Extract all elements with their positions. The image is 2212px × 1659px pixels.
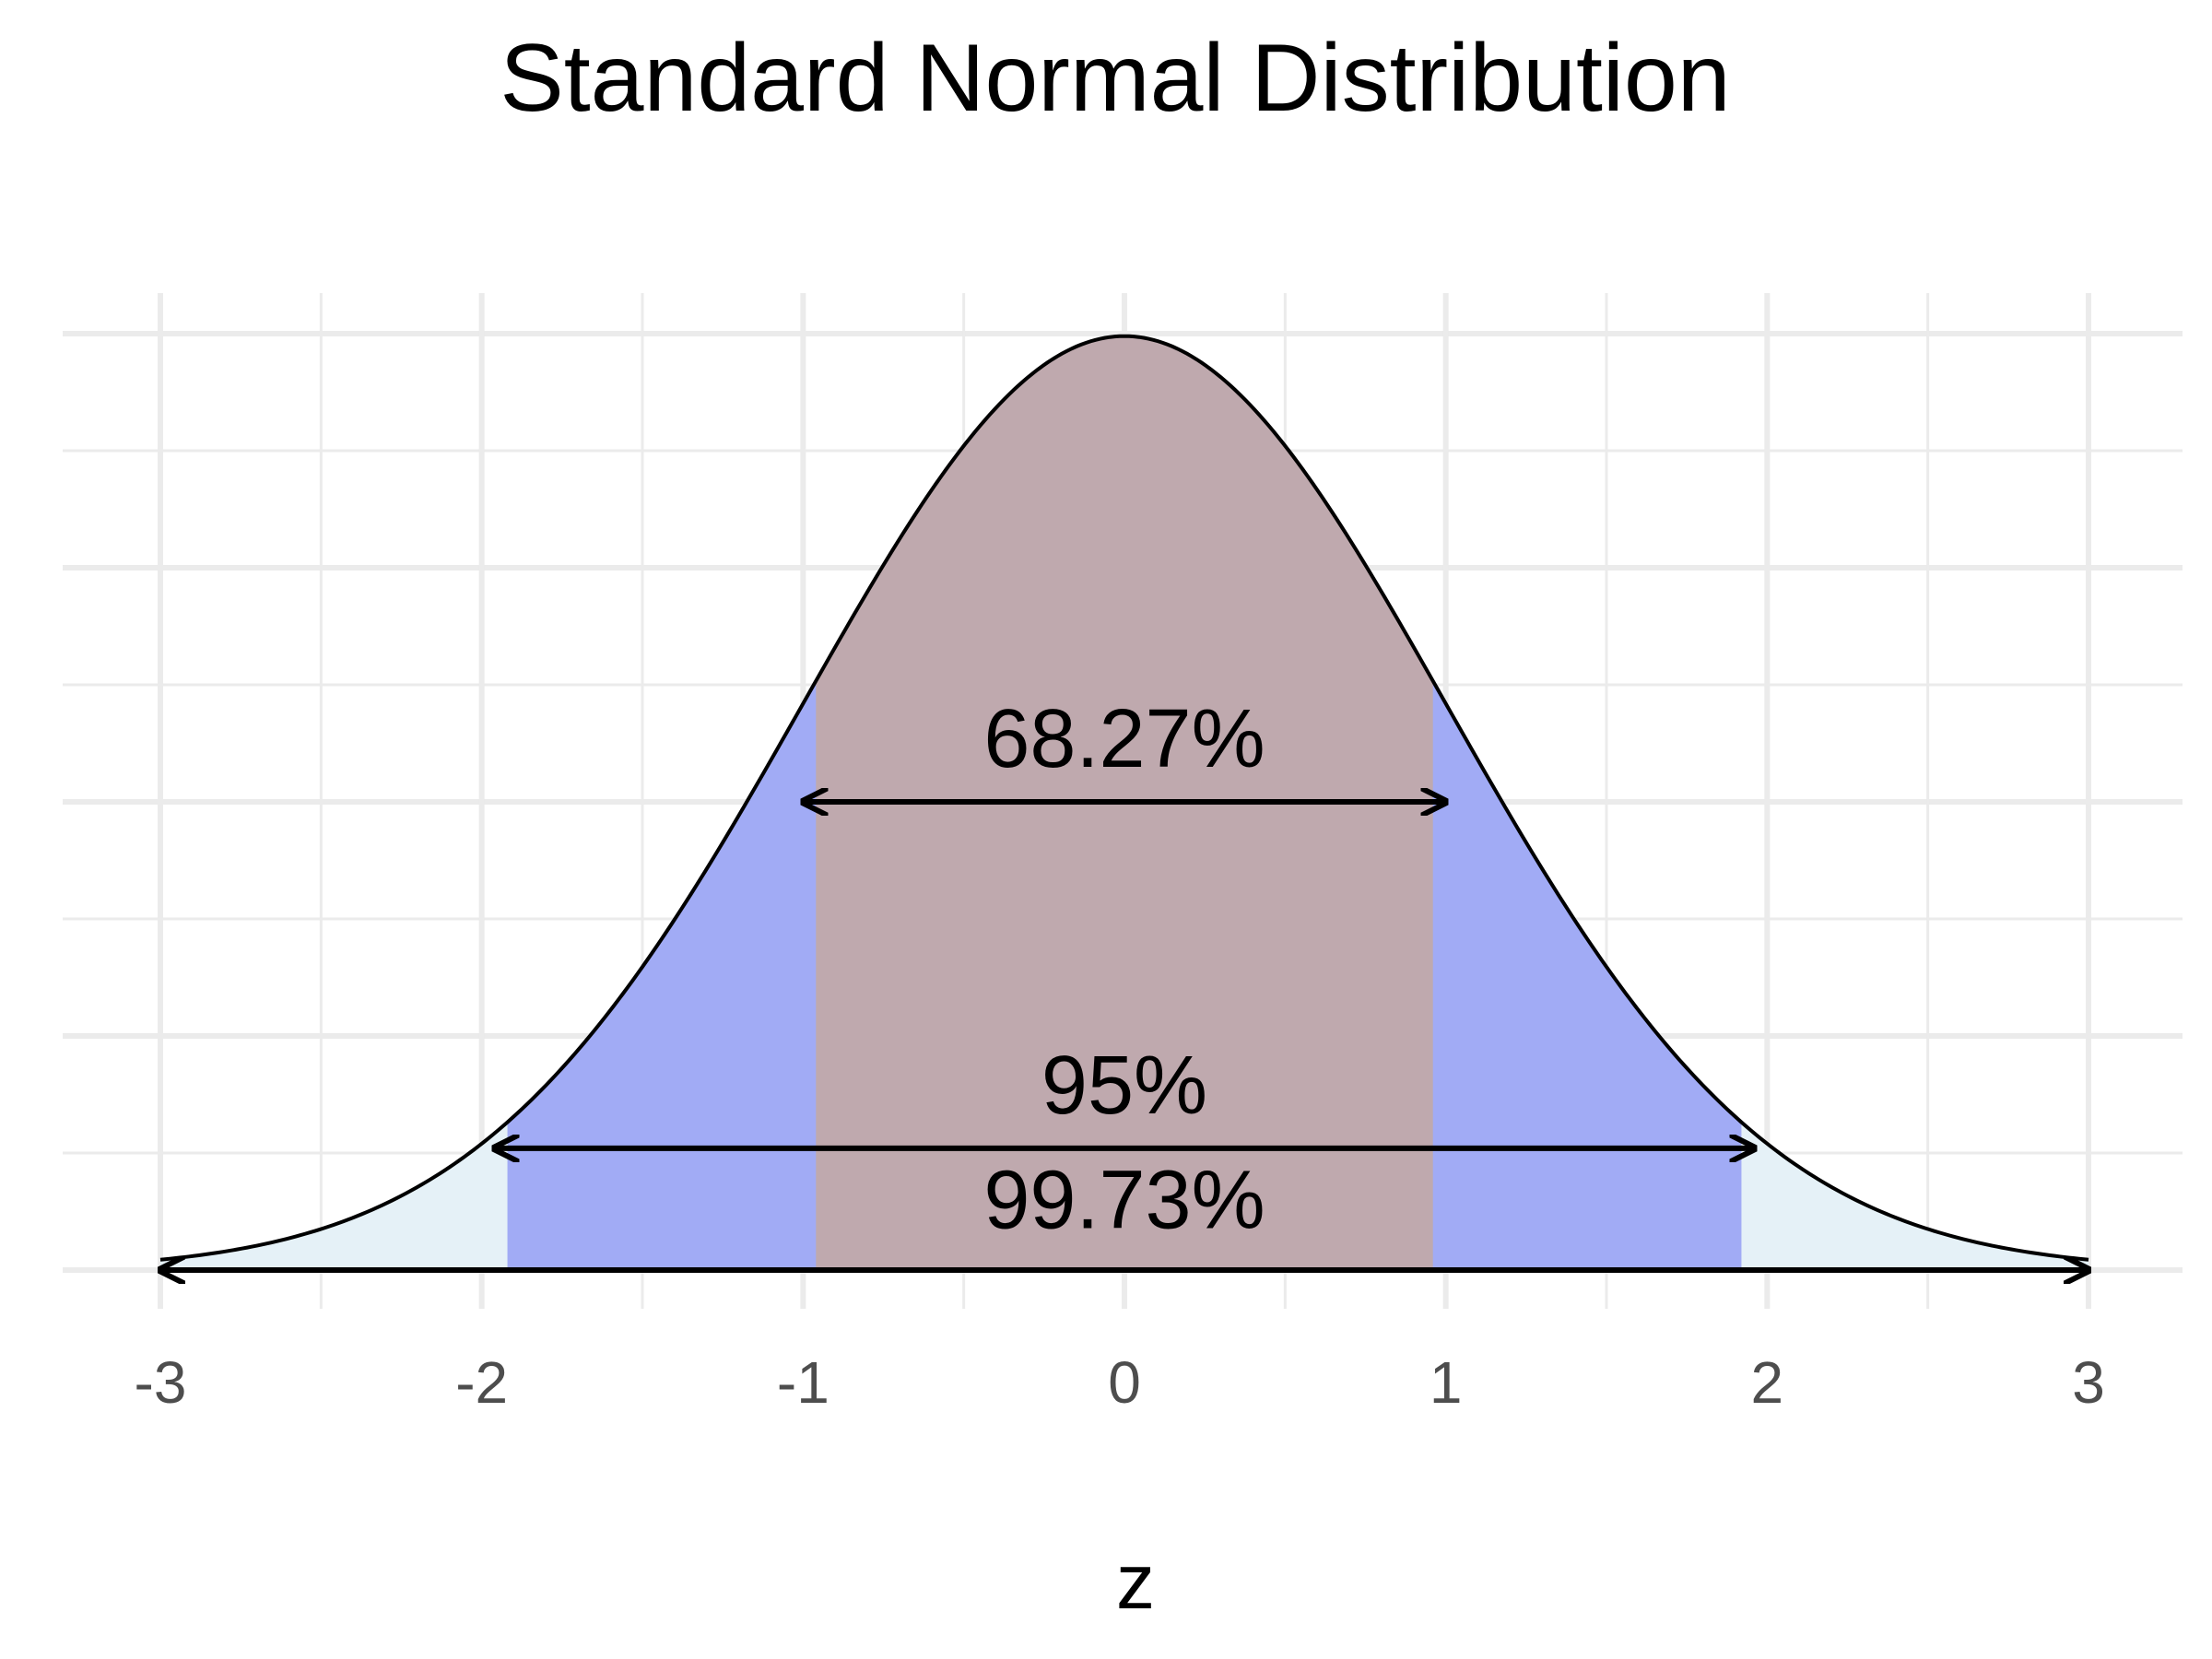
density-curve <box>159 334 2089 1262</box>
x-tick-label: 0 <box>1108 1349 1141 1416</box>
annotation-label-1: 68.27% <box>983 693 1265 785</box>
density-curve-group <box>159 334 2089 1262</box>
chart-title: Standard Normal Distribution <box>500 25 1730 132</box>
annotation-label-2: 95% <box>1041 1040 1207 1132</box>
x-tick-label: -2 <box>455 1349 508 1416</box>
x-axis-label: z <box>1116 1538 1155 1625</box>
x-tick-label: 1 <box>1430 1349 1463 1416</box>
x-tick-label: -1 <box>777 1349 830 1416</box>
x-tick-label: 2 <box>1751 1349 1784 1416</box>
x-tick-label: 3 <box>2072 1349 2105 1416</box>
annotation-label-3: 99.73% <box>983 1154 1265 1246</box>
x-tick-label: -3 <box>135 1349 187 1416</box>
x-axis-ticks: -3 -2 -1 0 1 2 3 <box>135 1349 2105 1416</box>
annotations: 68.27% 95% 99.73% <box>160 693 2088 1270</box>
